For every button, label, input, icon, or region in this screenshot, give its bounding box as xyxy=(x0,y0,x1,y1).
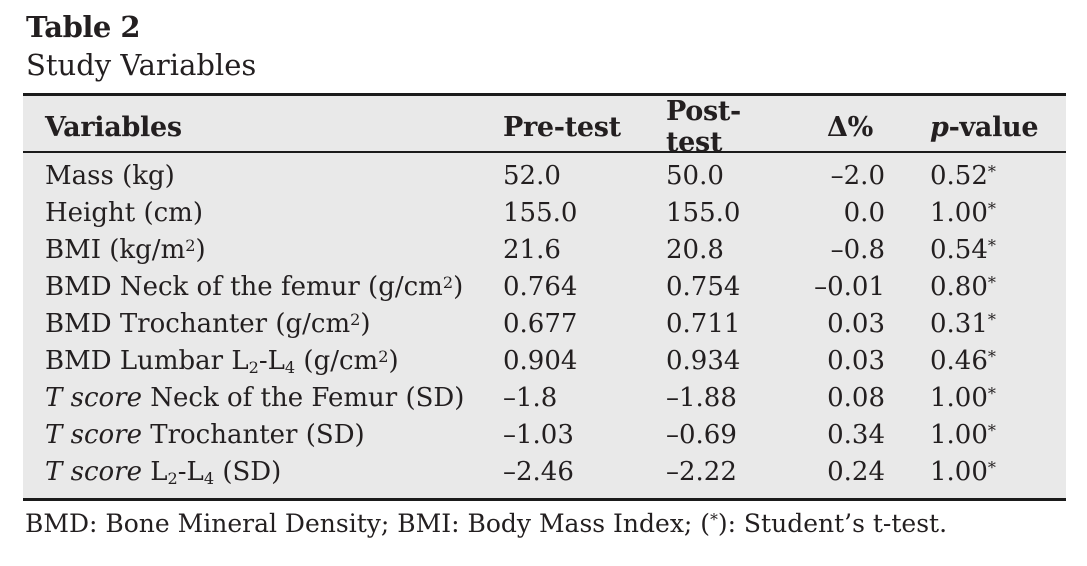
table-title: Table 2 xyxy=(26,10,141,44)
table-row: T score Trochanter (SD) –1.03 –0.69 0.34 1.0… xyxy=(45,417,1046,454)
header-cell-post-test: Post-test xyxy=(666,96,741,158)
study-variables-table: Variables Pre-test Post-test Δ% p-value Mass… xyxy=(23,93,1066,501)
table-footnote: BMD: Bone Mineral Density; BMI: Body Mas… xyxy=(25,509,948,538)
cell-p: 1.00* xyxy=(930,420,996,450)
cell-post: 155.0 xyxy=(666,198,741,228)
cell-variable: Mass (kg) xyxy=(45,161,175,191)
cell-delta: 0.24 xyxy=(827,457,885,487)
table-header-row: Variables Pre-test Post-test Δ% p-value xyxy=(23,96,1066,158)
table-row: BMD Lumbar L2-L4 (g/cm2) 0.904 0.934 0.03 0.… xyxy=(45,343,1046,380)
table-row: T score Neck of the Femur (SD) –1.8 –1.88 0… xyxy=(45,380,1046,417)
table-row: BMI (kg/m2) 21.6 20.8 –0.8 0.54* xyxy=(45,232,1046,269)
cell-delta: 0.08 xyxy=(827,383,885,413)
cell-p: 0.46* xyxy=(930,346,996,376)
table-row: T score L2-L4 (SD) –2.46 –2.22 0.24 1.00* xyxy=(45,454,1046,491)
table-row: Height (cm) 155.0 155.0 0.0 1.00* xyxy=(45,195,1046,232)
cell-post: –2.22 xyxy=(666,457,737,487)
cell-post: 0.754 xyxy=(666,272,741,302)
table-row: BMD Trochanter (g/cm2) 0.677 0.711 0.03 0.31… xyxy=(45,306,1046,343)
cell-pre: 0.904 xyxy=(503,346,578,376)
cell-delta: –0.8 xyxy=(830,235,885,265)
cell-p: 0.80* xyxy=(930,272,996,302)
cell-p: 1.00* xyxy=(930,383,996,413)
cell-variable: T score Trochanter (SD) xyxy=(45,420,365,450)
header-cell-variables: Variables xyxy=(45,111,182,143)
cell-pre: 21.6 xyxy=(503,235,561,265)
cell-post: 0.711 xyxy=(666,309,741,339)
cell-delta: 0.34 xyxy=(827,420,885,450)
cell-pre: 0.677 xyxy=(503,309,578,339)
cell-pre: –1.8 xyxy=(503,383,558,413)
cell-delta: 0.0 xyxy=(843,198,885,228)
cell-variable: T score Neck of the Femur (SD) xyxy=(45,383,465,413)
cell-post: 20.8 xyxy=(666,235,724,265)
cell-delta: –0.01 xyxy=(814,272,885,302)
cell-pre: –2.46 xyxy=(503,457,574,487)
cell-p: 1.00* xyxy=(930,198,996,228)
cell-variable: BMD Lumbar L2-L4 (g/cm2) xyxy=(45,346,399,377)
cell-variable: BMD Trochanter (g/cm2) xyxy=(45,309,371,339)
cell-p: 0.52* xyxy=(930,161,996,191)
cell-variable: Height (cm) xyxy=(45,198,203,228)
cell-delta: –2.0 xyxy=(830,161,885,191)
cell-variable: BMD Neck of the femur (g/cm2) xyxy=(45,272,464,302)
table-subtitle: Study Variables xyxy=(26,48,257,82)
header-cell-pre-test: Pre-test xyxy=(503,111,621,143)
header-cell-delta-percent: Δ% xyxy=(826,111,873,143)
table-body: Mass (kg) 52.0 50.0 –2.0 0.52* Height (cm) 155… xyxy=(23,153,1066,498)
cell-delta: 0.03 xyxy=(827,309,885,339)
cell-pre: –1.03 xyxy=(503,420,574,450)
table-row: BMD Neck of the femur (g/cm2) 0.764 0.754 –… xyxy=(45,269,1046,306)
table-row: Mass (kg) 52.0 50.0 –2.0 0.52* xyxy=(45,158,1046,195)
cell-p: 0.31* xyxy=(930,309,996,339)
cell-variable: T score L2-L4 (SD) xyxy=(45,457,282,488)
header-cell-p-value: p-value xyxy=(930,111,1039,143)
cell-delta: 0.03 xyxy=(827,346,885,376)
cell-pre: 52.0 xyxy=(503,161,561,191)
cell-pre: 0.764 xyxy=(503,272,578,302)
cell-post: 0.934 xyxy=(666,346,741,376)
cell-post: –0.69 xyxy=(666,420,737,450)
cell-variable: BMI (kg/m2) xyxy=(45,235,206,265)
table-caption: Table 2 Study Variables xyxy=(26,8,256,84)
cell-pre: 155.0 xyxy=(503,198,578,228)
cell-post: 50.0 xyxy=(666,161,724,191)
cell-p: 0.54* xyxy=(930,235,996,265)
cell-post: –1.88 xyxy=(666,383,737,413)
cell-p: 1.00* xyxy=(930,457,996,487)
